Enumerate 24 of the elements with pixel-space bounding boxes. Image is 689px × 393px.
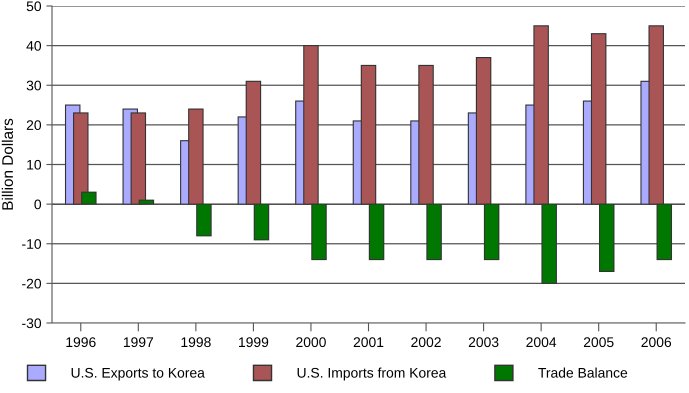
legend-label: U.S. Exports to Korea	[72, 368, 205, 380]
x-tick-label: 2005	[584, 337, 614, 348]
y-tick-label: 10	[27, 160, 42, 170]
y-tick-label: 0	[34, 199, 42, 210]
x-tick-label: 2006	[641, 337, 672, 348]
x-tick-label: 1997	[124, 337, 154, 348]
x-tick-label: 1996	[66, 337, 96, 348]
y-tick-label: 50	[26, 1, 42, 12]
y-tick-label: -10	[22, 239, 42, 249]
x-tick-label: 2002	[411, 337, 441, 348]
x-tick-label: 2001	[354, 337, 384, 348]
legend-label: U.S. Imports from Korea	[298, 368, 446, 380]
y-tick-label: 40	[26, 40, 42, 51]
y-tick-label: 30	[26, 80, 42, 90]
y-tick-label: -20	[22, 278, 42, 289]
x-tick-label: 2004	[526, 337, 556, 348]
y-tick-label: 20	[26, 120, 42, 130]
x-tick-label: 1998	[181, 337, 211, 348]
y-tick-label: -30	[22, 318, 42, 328]
x-tick-label: 2000	[296, 337, 326, 348]
x-tick-label: 2003	[468, 337, 498, 348]
y-axis-title: Billion Dollars	[2, 118, 13, 210]
x-tick-label: 1999	[239, 337, 268, 348]
legend-label: Trade Balance	[538, 368, 628, 378]
